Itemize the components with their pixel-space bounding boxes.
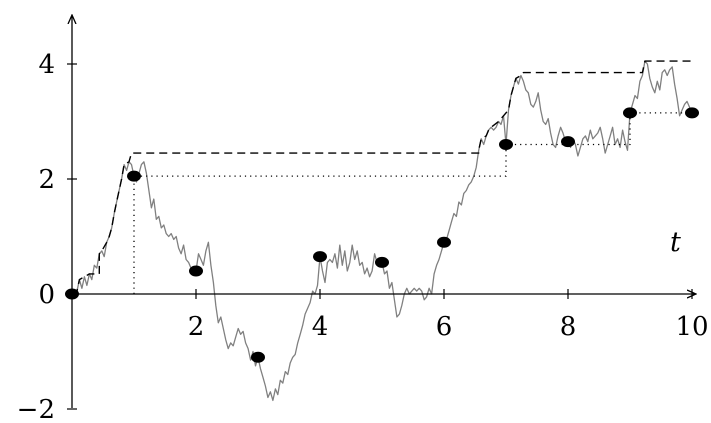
sample-point-marker xyxy=(127,170,141,182)
y-tick-label: 4 xyxy=(38,50,55,80)
x-tick-label: 8 xyxy=(560,312,577,342)
sample-point-marker xyxy=(65,288,79,300)
sample-point-marker xyxy=(499,139,513,150)
x-tick-label: 2 xyxy=(188,312,205,342)
x-tick-label: 4 xyxy=(312,312,329,342)
series-solid-line xyxy=(71,60,693,402)
sample-point-marker xyxy=(685,107,699,119)
y-tick-label: −2 xyxy=(17,395,55,423)
series-dotted-line xyxy=(133,112,692,294)
x-tick-label: 10 xyxy=(675,312,708,342)
sample-point-marker xyxy=(561,136,575,148)
series-layer xyxy=(71,60,693,402)
y-tick-label: 2 xyxy=(38,165,55,195)
sample-point-marker xyxy=(189,265,203,277)
sample-point-marker xyxy=(251,351,265,363)
y-tick-label: 0 xyxy=(38,280,55,310)
series-dashed-line xyxy=(71,60,692,295)
x-tick-label: 6 xyxy=(436,312,453,342)
sample-point-marker xyxy=(623,107,637,119)
x-axis-label: t xyxy=(670,227,681,258)
markers-layer xyxy=(65,107,699,363)
ticks-layer: 2 4 6 8 10 −2 0 2 4 xyxy=(17,50,709,423)
sample-point-marker xyxy=(313,251,327,263)
sample-point-marker xyxy=(437,236,451,248)
sample-point-marker xyxy=(375,256,389,268)
